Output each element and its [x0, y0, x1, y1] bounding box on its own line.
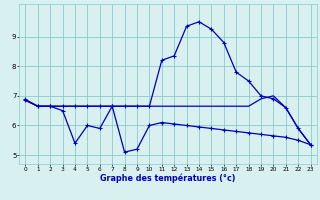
X-axis label: Graphe des températures (°c): Graphe des températures (°c): [100, 174, 236, 183]
